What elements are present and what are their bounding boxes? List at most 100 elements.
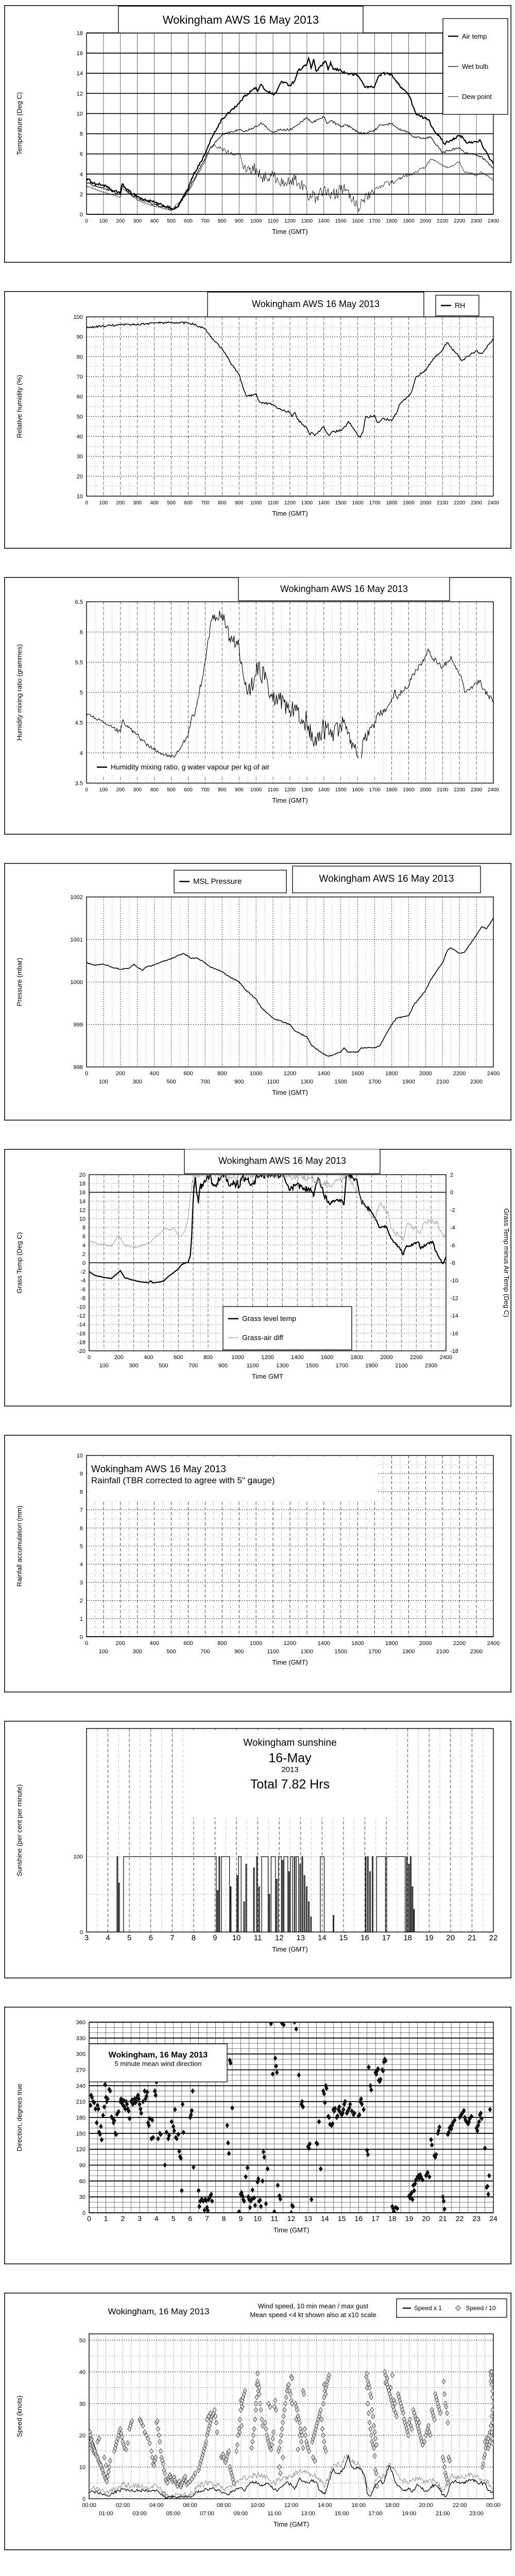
svg-text:3: 3 (84, 1934, 89, 1942)
svg-text:18: 18 (388, 2214, 397, 2223)
svg-text:6: 6 (188, 2214, 192, 2223)
svg-text:17: 17 (382, 1934, 391, 1942)
svg-text:1400: 1400 (318, 787, 330, 793)
svg-text:900: 900 (218, 1363, 228, 1369)
chart-panel-wind-direction: Wokingham, 16 May 2013 5 minute mean wind… (4, 2007, 511, 2264)
svg-text:800: 800 (203, 1354, 213, 1361)
svg-text:02:00: 02:00 (116, 2502, 130, 2509)
svg-text:Wokingham sunshine: Wokingham sunshine (243, 1737, 336, 1748)
svg-text:1200: 1200 (284, 1640, 296, 1647)
wind-speed-chart: Wokingham, 16 May 2013 Wind speed, 10 min… (4, 2293, 511, 2550)
svg-text:900: 900 (235, 218, 244, 224)
svg-text:-18: -18 (450, 1348, 458, 1354)
svg-text:18: 18 (79, 1181, 85, 1187)
svg-text:12: 12 (77, 91, 83, 97)
svg-text:1000: 1000 (250, 1640, 262, 1647)
svg-text:1300: 1300 (301, 1079, 313, 1085)
svg-text:1000: 1000 (250, 500, 262, 506)
svg-text:1100: 1100 (267, 500, 279, 506)
svg-text:1800: 1800 (385, 1071, 398, 1077)
svg-text:21: 21 (468, 1934, 476, 1942)
svg-text:Speed (knots): Speed (knots) (15, 2396, 23, 2437)
chart-panel-wind-speed: Wokingham, 16 May 2013 Wind speed, 10 min… (4, 2293, 511, 2550)
svg-text:-18: -18 (77, 1340, 85, 1346)
chart-panel-msl-pressure: Wokingham AWS 16 May 2013 MSL Pressure 0 20… (4, 863, 511, 1121)
svg-text:80: 80 (77, 354, 83, 360)
svg-text:2400: 2400 (488, 500, 500, 506)
svg-text:300: 300 (129, 1363, 138, 1369)
msl-pressure-chart: Wokingham AWS 16 May 2013 MSL Pressure 0 20… (4, 863, 511, 1121)
svg-text:5: 5 (80, 1544, 83, 1550)
svg-text:Speed x 1: Speed x 1 (414, 2304, 442, 2312)
svg-text:Wokingham AWS 16 May 2013: Wokingham AWS 16 May 2013 (252, 299, 380, 309)
svg-text:2400: 2400 (487, 1640, 500, 1647)
svg-text:Temperature (Deg C): Temperature (Deg C) (15, 92, 23, 155)
svg-text:18: 18 (77, 30, 83, 37)
svg-text:20:00: 20:00 (419, 2502, 433, 2509)
svg-text:1200: 1200 (284, 500, 296, 506)
svg-text:12: 12 (79, 1207, 85, 1213)
svg-text:Rainfall (TBR corrected to agr: Rainfall (TBR corrected to agree with 5"… (91, 1476, 275, 1485)
svg-text:5.5: 5.5 (75, 659, 83, 666)
svg-text:1900: 1900 (402, 1079, 415, 1085)
svg-text:1200: 1200 (284, 218, 296, 224)
svg-text:2100: 2100 (436, 1649, 449, 1655)
svg-text:240: 240 (76, 2083, 85, 2089)
svg-text:Time (GMT): Time (GMT) (273, 2520, 310, 2528)
svg-text:1700: 1700 (336, 1363, 348, 1369)
svg-text:Dew point: Dew point (462, 93, 492, 100)
svg-text:Time (GMT): Time (GMT) (272, 510, 308, 517)
svg-text:8: 8 (192, 1934, 196, 1942)
svg-text:200: 200 (116, 218, 125, 224)
svg-text:0: 0 (80, 1929, 83, 1936)
svg-text:1500: 1500 (306, 1363, 318, 1369)
svg-text:10: 10 (79, 2464, 85, 2470)
svg-text:12: 12 (275, 1934, 284, 1942)
svg-text:Wind speed, 10 min mean / max: Wind speed, 10 min mean / max gust (258, 2302, 369, 2310)
svg-text:3: 3 (80, 1580, 83, 1586)
svg-text:6: 6 (80, 1526, 83, 1532)
svg-text:01:00: 01:00 (99, 2511, 113, 2517)
svg-text:6: 6 (82, 1234, 85, 1240)
svg-text:19:00: 19:00 (402, 2511, 417, 2517)
svg-text:600: 600 (184, 218, 193, 224)
svg-text:-12: -12 (450, 1295, 458, 1301)
svg-text:500: 500 (167, 218, 176, 224)
svg-text:16: 16 (360, 1934, 369, 1942)
svg-text:0: 0 (82, 2496, 85, 2502)
svg-text:100: 100 (99, 1363, 109, 1369)
svg-text:1500: 1500 (335, 500, 347, 506)
svg-text:Time (GMT): Time (GMT) (272, 228, 308, 235)
svg-text:300: 300 (133, 1079, 142, 1085)
svg-text:800: 800 (218, 787, 227, 793)
svg-text:1400: 1400 (318, 500, 330, 506)
svg-text:400: 400 (150, 787, 159, 793)
svg-text:16: 16 (79, 1190, 85, 1196)
svg-text:9: 9 (238, 2214, 243, 2223)
svg-text:07:00: 07:00 (200, 2511, 214, 2517)
svg-text:16-May: 16-May (268, 1751, 312, 1765)
svg-text:Wokingham AWS 16 May 2013: Wokingham AWS 16 May 2013 (163, 13, 319, 26)
svg-text:20: 20 (446, 1934, 455, 1942)
svg-text:210: 210 (76, 2099, 85, 2105)
svg-text:2400: 2400 (487, 1071, 500, 1077)
svg-text:-4: -4 (450, 1225, 455, 1231)
svg-text:0: 0 (450, 1190, 453, 1196)
svg-text:100: 100 (99, 1079, 108, 1085)
svg-text:0: 0 (82, 1260, 85, 1266)
svg-text:-6: -6 (80, 1286, 85, 1293)
svg-text:4: 4 (80, 750, 83, 756)
svg-text:1800: 1800 (386, 500, 398, 506)
svg-text:14: 14 (79, 1198, 85, 1205)
svg-text:19: 19 (425, 1934, 434, 1942)
svg-text:2100: 2100 (437, 500, 449, 506)
svg-text:-14: -14 (77, 1322, 85, 1328)
svg-text:Wokingham AWS 16 May 2013: Wokingham AWS 16 May 2013 (319, 873, 454, 884)
svg-text:22: 22 (456, 2214, 464, 2223)
svg-text:23: 23 (473, 2214, 481, 2223)
svg-text:Air temp: Air temp (462, 32, 487, 40)
svg-text:400: 400 (150, 218, 159, 224)
svg-text:200: 200 (114, 1354, 124, 1361)
svg-text:900: 900 (234, 1649, 244, 1655)
svg-text:2400: 2400 (488, 787, 500, 793)
